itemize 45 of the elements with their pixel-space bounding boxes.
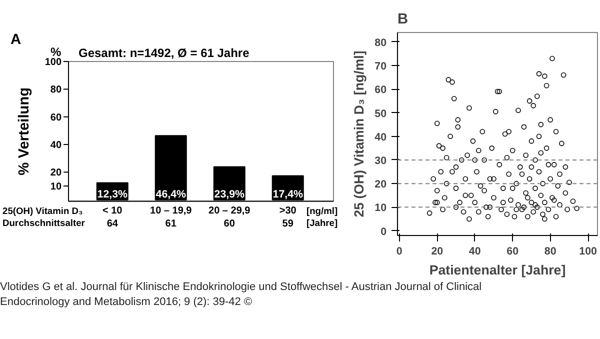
x-axis-title: Patientenalter [Jahre] — [429, 262, 566, 278]
data-label: 17,4% — [272, 188, 304, 201]
x-tick-label: 20 — [431, 246, 444, 258]
x-tick-label: 0 — [396, 246, 402, 258]
x-tick-label: 40 — [468, 246, 481, 258]
text: [ng/ml] — [306, 206, 338, 216]
x-axis-title: 25(OH) Vitamin D₃ — [2, 206, 83, 216]
y-tick-label: 20 — [374, 178, 387, 191]
x-tick-label: 100 — [579, 246, 598, 258]
text: 64 — [106, 218, 118, 230]
y-tick-label: 40 — [374, 131, 387, 144]
text: % — [50, 45, 62, 60]
y-axis-title: 25 (OH) Vitamin D₃ [ng/ml] — [352, 50, 367, 218]
y-tick-label: 30 — [374, 154, 387, 167]
data-label: 23,9% — [214, 188, 246, 201]
text: 59 — [282, 218, 294, 230]
x-tick-label: < 10 — [102, 205, 123, 216]
text: B — [398, 12, 408, 28]
y-tick-label: 10 — [50, 181, 62, 192]
y-tick-label: 20 — [50, 168, 62, 179]
text: 60 — [224, 218, 236, 230]
y-tick-label: 60 — [50, 112, 62, 124]
chart-title: Gesamt: n=1492, Ø = 61 Jahre — [78, 46, 250, 60]
y-axis-title: % Verteilung — [16, 87, 32, 176]
y-tick-label: 0 — [380, 226, 387, 238]
data-label: 12,3% — [97, 188, 128, 201]
x-tick-label: 60 — [506, 246, 519, 258]
text: Durchschnittsalter — [2, 218, 86, 228]
y-tick-label: 50 — [374, 108, 387, 120]
x-tick-label: >30 — [279, 205, 297, 216]
x-tick-label: 20 – 29,9 — [208, 205, 251, 216]
data-label: 46,4% — [156, 188, 187, 201]
text: [Jahre] — [306, 218, 338, 228]
y-tick-label: 60 — [374, 84, 387, 96]
y-tick-label: 80 — [374, 36, 387, 49]
y-tick-label: 40 — [50, 140, 62, 151]
y-tick-label: 100 — [44, 57, 62, 68]
y-tick-label: 70 — [374, 60, 387, 73]
x-tick-label: 80 — [544, 246, 556, 258]
x-tick-label: 10 – 19,9 — [150, 205, 192, 216]
y-tick-label: 10 — [374, 202, 387, 214]
text: Vlotides G et al. Journal für Klinische Endokrinologie und Stoffwechsel - Austrian Journal of Clinical Endocrinology and Metabolism 2016; 9 (2): 39-42 © — [0, 280, 483, 310]
text: 61 — [165, 218, 177, 230]
y-tick-label: 80 — [50, 84, 62, 96]
text: A — [10, 32, 22, 48]
